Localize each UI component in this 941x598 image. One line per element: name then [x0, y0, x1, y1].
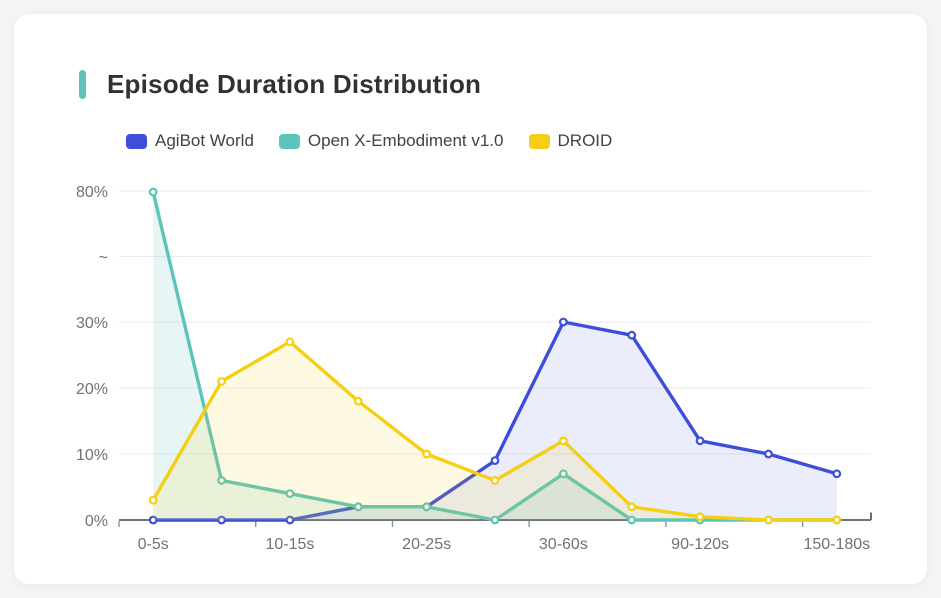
- data-point[interactable]: [764, 449, 773, 459]
- data-point[interactable]: [285, 515, 295, 525]
- data-point[interactable]: [627, 502, 637, 512]
- y-axis-tick-label: ~: [99, 250, 108, 267]
- chart-title: Episode Duration Distribution: [107, 69, 482, 99]
- data-point[interactable]: [490, 456, 500, 466]
- data-point[interactable]: [217, 515, 226, 525]
- data-point[interactable]: [148, 495, 158, 505]
- data-point[interactable]: [148, 515, 158, 525]
- x-axis-tick-label: 30-60s: [539, 536, 588, 553]
- legend-swatch-open-x-embodiment: [278, 133, 300, 149]
- x-axis-tick-label: 150-180s: [803, 536, 870, 553]
- legend-swatch-agibot-world: [126, 133, 147, 149]
- legend-item-droid[interactable]: DROID: [528, 131, 613, 151]
- data-point[interactable]: [217, 377, 226, 386]
- data-point[interactable]: [832, 469, 842, 479]
- x-axis-tick-label: 0-5s: [138, 536, 169, 553]
- data-point[interactable]: [422, 502, 432, 512]
- y-axis-tick-label: 10%: [76, 447, 108, 464]
- data-point[interactable]: [353, 396, 363, 406]
- series-area-open-x-embodiment-v1-0: [153, 192, 837, 520]
- data-point[interactable]: [490, 515, 500, 525]
- data-point[interactable]: [148, 187, 158, 197]
- data-point[interactable]: [217, 476, 226, 485]
- data-point[interactable]: [764, 515, 773, 525]
- data-point[interactable]: [558, 436, 568, 446]
- y-axis-tick-label: 0%: [85, 513, 108, 530]
- data-point[interactable]: [353, 502, 363, 512]
- y-axis-tick-label: 30%: [76, 315, 108, 332]
- legend: AgiBot World Open X-Embodiment v1.0 DROI…: [126, 131, 612, 151]
- chart-card: Episode Duration Distribution AgiBot Wor…: [13, 13, 928, 585]
- data-point[interactable]: [695, 512, 705, 522]
- legend-label: Open X-Embodiment v1.0: [307, 131, 504, 150]
- x-axis-tick-label: 90-120s: [671, 536, 729, 553]
- legend-item-open-x-embodiment[interactable]: Open X-Embodiment v1.0: [278, 131, 504, 151]
- chart-header: Episode Duration Distribution: [79, 69, 481, 100]
- legend-swatch-droid: [528, 133, 550, 149]
- y-axis-tick-label: 80%: [76, 184, 108, 201]
- data-point[interactable]: [490, 476, 500, 485]
- x-axis-tick-label: 20-25s: [402, 536, 451, 553]
- series-area-agibot-world: [153, 322, 837, 520]
- title-accent-bar: [79, 70, 86, 99]
- data-point[interactable]: [558, 317, 568, 327]
- data-point[interactable]: [285, 337, 295, 347]
- legend-item-agibot-world[interactable]: AgiBot World: [126, 131, 254, 151]
- data-point[interactable]: [285, 489, 295, 499]
- data-point[interactable]: [627, 330, 637, 340]
- data-point[interactable]: [627, 515, 637, 525]
- data-point[interactable]: [832, 515, 842, 525]
- series-area-droid: [153, 341, 837, 520]
- y-axis-tick-label: 20%: [76, 381, 108, 398]
- legend-label: DROID: [557, 131, 613, 150]
- x-axis-tick-label: 10-15s: [265, 536, 314, 553]
- data-point[interactable]: [422, 449, 432, 459]
- data-point[interactable]: [558, 469, 568, 479]
- data-point[interactable]: [695, 436, 705, 446]
- legend-label: AgiBot World: [155, 131, 254, 150]
